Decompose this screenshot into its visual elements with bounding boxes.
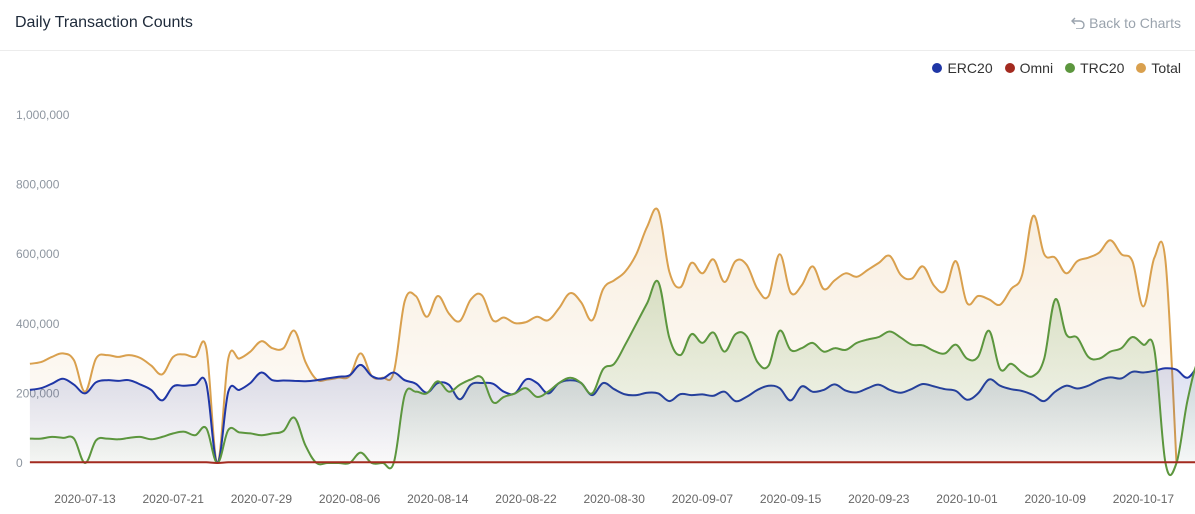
x-tick-label: 2020-08-30 bbox=[584, 492, 646, 506]
x-tick-label: 2020-08-06 bbox=[319, 492, 381, 506]
legend-item-omni[interactable]: Omni bbox=[1004, 60, 1054, 76]
x-tick-label: 2020-07-21 bbox=[143, 492, 205, 506]
series-trc20 bbox=[29, 279, 1195, 476]
y-tick-label: 0 bbox=[16, 456, 23, 470]
legend-label: ERC20 bbox=[947, 60, 993, 76]
y-tick-label: 400,000 bbox=[16, 317, 60, 331]
x-tick-label: 2020-07-13 bbox=[54, 492, 116, 506]
legend-item-total[interactable]: Total bbox=[1136, 60, 1181, 76]
legend-label: Total bbox=[1151, 60, 1181, 76]
back-label: Back to Charts bbox=[1089, 15, 1181, 31]
legend-label: Omni bbox=[1019, 60, 1054, 76]
y-tick-label: 800,000 bbox=[16, 178, 60, 192]
x-tick-label: 2020-10-01 bbox=[936, 492, 998, 506]
x-tick-label: 2020-10-09 bbox=[1025, 492, 1087, 506]
undo-arrow-icon bbox=[1071, 17, 1085, 29]
legend-marker bbox=[1136, 63, 1147, 73]
legend-marker bbox=[932, 63, 943, 73]
x-tick-label: 2020-08-22 bbox=[495, 492, 557, 506]
series-omni bbox=[29, 461, 1195, 465]
x-tick-label: 2020-07-29 bbox=[231, 492, 293, 506]
y-tick-label: 600,000 bbox=[16, 247, 60, 261]
y-tick-label: 1,000,000 bbox=[16, 108, 70, 122]
x-tick-label: 2020-10-17 bbox=[1113, 492, 1175, 506]
x-tick-label: 2020-09-07 bbox=[672, 492, 734, 506]
back-to-charts-link[interactable]: Back to Charts bbox=[1071, 15, 1181, 31]
chart-legend: ERC20 Omni TRC20 Total bbox=[932, 60, 1181, 76]
chart-header: Daily Transaction Counts Back to Charts bbox=[0, 0, 1195, 51]
legend-label: TRC20 bbox=[1080, 60, 1125, 76]
line-trc20 bbox=[29, 279, 1195, 476]
line-omni bbox=[29, 461, 1195, 465]
page-title: Daily Transaction Counts bbox=[15, 14, 193, 31]
legend-marker bbox=[1004, 63, 1015, 73]
legend-item-trc20[interactable]: TRC20 bbox=[1065, 60, 1124, 76]
x-tick-label: 2020-09-15 bbox=[760, 492, 822, 506]
x-tick-label: 2020-08-14 bbox=[407, 492, 469, 506]
x-tick-label: 2020-09-23 bbox=[848, 492, 910, 506]
area-trc20 bbox=[29, 280, 1195, 475]
legend-item-erc20[interactable]: ERC20 bbox=[932, 60, 993, 76]
legend-marker bbox=[1065, 63, 1076, 73]
